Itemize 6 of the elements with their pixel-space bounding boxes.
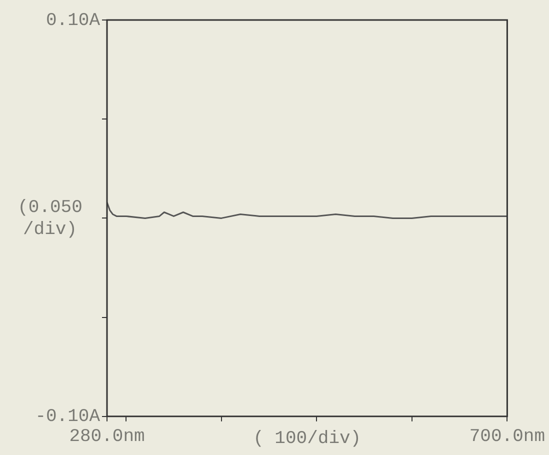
y-tick-label: -0.10A — [35, 407, 100, 428]
x-axis-title: ( 100/div) — [253, 429, 362, 450]
y-tick-label: 0.10A — [46, 10, 100, 31]
x-tick-label: 280.0nm — [69, 426, 145, 447]
y-axis-title: (0.050 /div) — [18, 198, 82, 240]
x-tick-label: 700.0nm — [469, 426, 546, 447]
